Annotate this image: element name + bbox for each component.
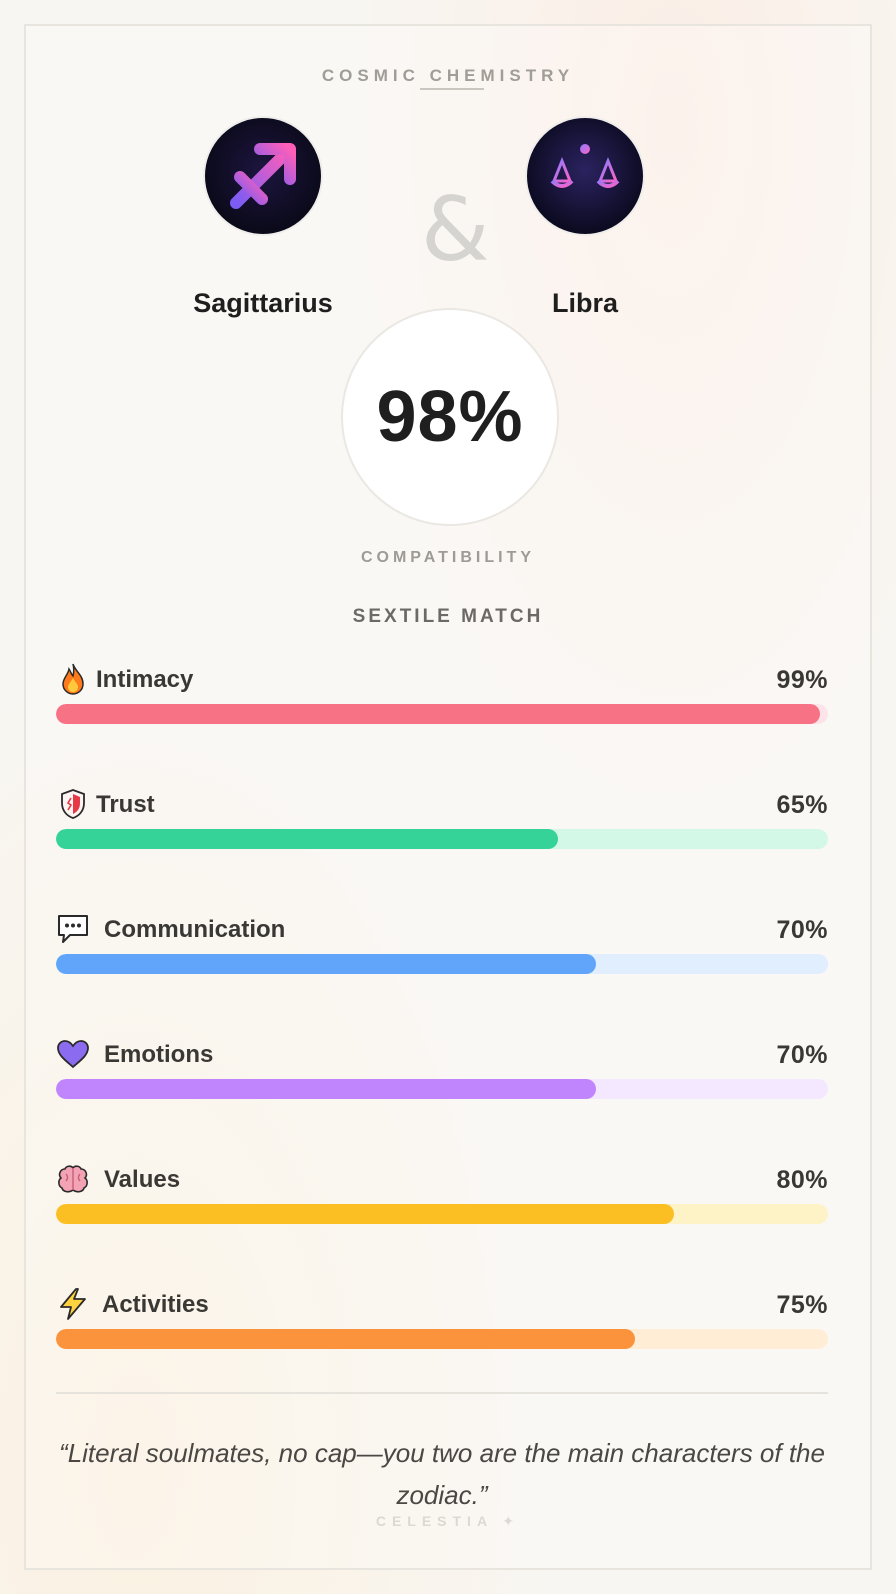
metric-label: Emotions [104,1041,214,1068]
speech-bubble-icon [56,912,90,946]
sagittarius-avatar [203,116,323,236]
compatibility-score: 98% [376,377,524,457]
kicker-underline [420,88,484,90]
metric-value: 70% [776,1041,828,1069]
metric-fill [56,1204,674,1224]
metric-communication: Communication 70% [56,912,828,982]
purple-heart-icon [56,1037,90,1071]
match-type-label: SEXTILE MATCH [352,606,544,627]
ampersand: & [421,178,490,281]
fire-icon [56,662,90,696]
metric-track [56,1329,828,1349]
card-kicker-title: COSMIC CHEMISTRY [321,66,575,85]
libra-scales-icon [550,144,620,208]
metric-value: 80% [776,1166,828,1194]
sagittarius-arrow-icon [230,143,296,209]
brain-icon [56,1162,90,1196]
metric-fill [56,704,821,724]
metric-value: 75% [776,1291,828,1319]
divider [56,1392,828,1394]
metric-fill [56,954,597,974]
score-circle: 98% [341,308,559,526]
metric-label: Trust [96,791,155,818]
metric-track [56,704,828,724]
libra-name: Libra [551,288,618,318]
metric-label: Intimacy [96,666,194,693]
metric-label: Values [104,1166,181,1193]
metric-fill [56,1329,635,1349]
metric-value: 70% [776,916,828,944]
metric-activities: Activities 75% [56,1287,828,1357]
metric-value: 99% [776,666,828,694]
metric-value: 65% [776,791,828,819]
shield-icon [56,787,90,821]
metric-label: Communication [104,916,286,943]
metric-track [56,1204,828,1224]
metric-track [56,829,828,849]
metric-fill [56,829,558,849]
metric-fill [56,1079,597,1099]
compatibility-quote: “Literal soulmates, no cap—you two are t… [59,1438,825,1510]
metric-intimacy: Intimacy 99% [56,662,828,732]
lightning-icon [56,1287,90,1321]
metric-track [56,954,828,974]
brand-watermark: CELESTIA ✦ [375,1513,521,1529]
metric-track [56,1079,828,1099]
metric-trust: Trust 65% [56,787,828,857]
metric-emotions: Emotions 70% [56,1037,828,1107]
sagittarius-name: Sagittarius [193,288,333,318]
compatibility-card: COSMIC CHEMISTRY Sagittarius & [24,24,872,1570]
metric-values: Values 80% [56,1162,828,1232]
metric-label: Activities [102,1291,209,1318]
compatibility-label: COMPATIBILITY [360,549,536,566]
libra-avatar [525,116,645,236]
